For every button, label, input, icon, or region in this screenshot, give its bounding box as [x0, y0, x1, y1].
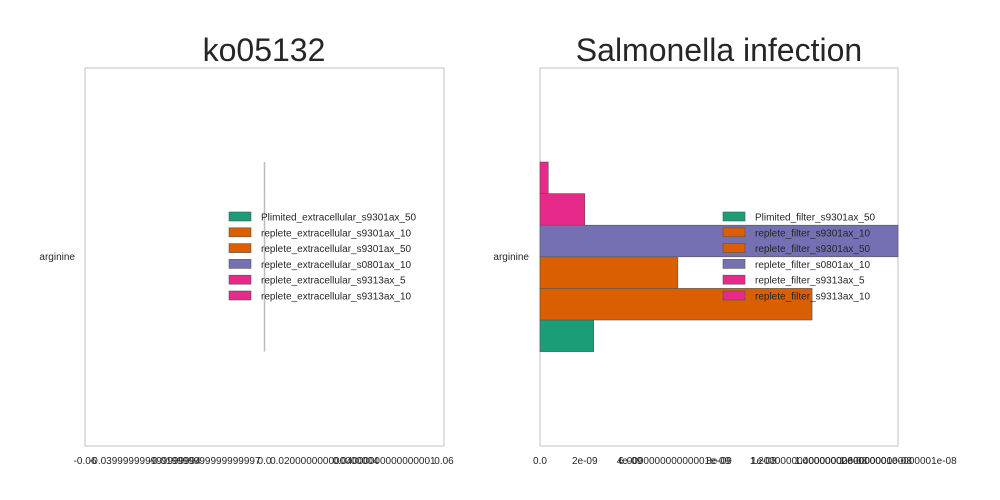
legend-swatch	[722, 227, 746, 238]
x-tick-label: 0.0	[533, 456, 547, 467]
legend-swatch	[722, 211, 746, 222]
plot-area-frame	[84, 67, 445, 447]
legend-label: replete_extracellular_s9301ax_10	[261, 228, 412, 239]
legend-swatch	[722, 290, 746, 301]
chart-panel-1: ko05132 arginine -0.06-0.03999999999999999…	[39, 32, 454, 467]
legend-swatch	[228, 211, 252, 222]
chart-title: ko05132	[203, 32, 326, 68]
legend-label: replete_extracellular_s9301ax_50	[261, 244, 412, 255]
x-tick-label: -0.06	[74, 456, 97, 467]
legend-label: replete_filter_s9313ax_10	[755, 292, 871, 303]
x-tick-label: 0.06	[434, 456, 454, 467]
x-tick-label: 6.000000000000001e-09	[618, 456, 730, 467]
x-tick-label: -0.039999999999999994	[89, 456, 201, 467]
category-label: arginine	[39, 252, 75, 263]
x-tick-label: 1.6000000000000001e-08	[839, 456, 957, 467]
legend-swatch	[722, 243, 746, 253]
legend-swatch	[228, 259, 252, 269]
bar-replete_filter_s9313ax_10	[539, 161, 549, 194]
x-tick-label: 0.04000000000000001	[333, 456, 436, 467]
bar-Plimited_filter_s9301ax_50	[539, 319, 595, 352]
legend-swatch	[228, 243, 252, 253]
x-tick-label: 0.0	[258, 456, 272, 467]
chart-panel-2: Salmonella infection arginine 0.0 2e-09 4e-0…	[493, 32, 957, 467]
legend-swatch	[722, 259, 746, 269]
category-label: arginine	[493, 252, 529, 263]
legend-label: Plimited_filter_s9301ax_50	[755, 213, 876, 224]
bar-replete_filter_s9301ax_50	[539, 256, 679, 289]
x-tick-label: 4e-09	[617, 456, 643, 467]
legend-label: replete_extracellular_s9313ax_5	[261, 276, 406, 287]
legend-label: Plimited_extracellular_s9301ax_50	[261, 213, 417, 224]
legend-label: replete_filter_s9301ax_50	[755, 244, 871, 255]
bar-replete_filter_s9313ax_5	[539, 193, 586, 226]
legend-swatch	[228, 227, 252, 238]
legend-label: replete_filter_s0801ax_10	[755, 260, 871, 271]
chart-title: Salmonella infection	[576, 32, 862, 68]
x-tick-label: -0.019999999999999997	[149, 456, 261, 467]
x-tick-label: 1.2000000000000002e-08	[750, 456, 868, 467]
legend-swatch	[228, 290, 252, 301]
x-tick-label: 1e-08	[751, 456, 777, 467]
legend-swatch	[722, 274, 746, 285]
legend-swatch	[228, 274, 252, 285]
legend-label: replete_extracellular_s9313ax_10	[261, 292, 412, 303]
legend-label: replete_filter_s9313ax_5	[755, 276, 865, 287]
legend-label: replete_filter_s9301ax_10	[755, 228, 871, 239]
x-tick-label: 8e-09	[706, 456, 732, 467]
x-tick-label: 2e-09	[572, 456, 598, 467]
legend-label: replete_extracellular_s0801ax_10	[261, 260, 412, 271]
x-tick-label: 1.4000000000000001e-08	[795, 456, 913, 467]
bar-replete_filter_s0801ax_10	[539, 224, 899, 258]
x-tick-label: 0.020000000000000004	[270, 456, 379, 467]
